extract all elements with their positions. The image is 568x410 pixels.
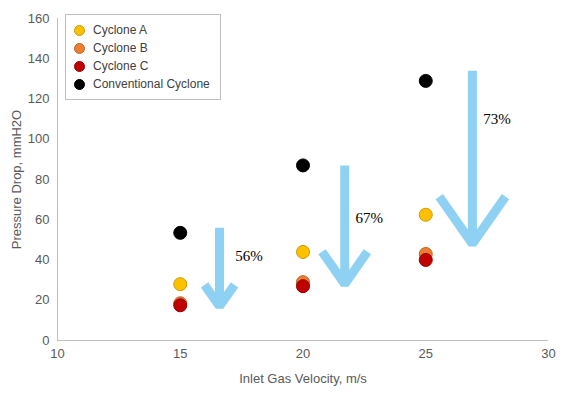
svg-text:0: 0 [42, 333, 49, 348]
svg-text:40: 40 [35, 252, 49, 267]
svg-text:Inlet Gas Velocity, m/s: Inlet Gas Velocity, m/s [239, 371, 367, 386]
svg-text:25: 25 [419, 346, 433, 361]
svg-text:60: 60 [35, 212, 49, 227]
html-text:Cyclone B: Cyclone B [93, 41, 148, 55]
html-text:Cyclone C: Cyclone C [93, 59, 149, 73]
svg-text:67%: 67% [356, 210, 384, 226]
svg-text:20: 20 [35, 292, 49, 307]
html-text:Cyclone A: Cyclone A [93, 23, 147, 37]
svg-text:73%: 73% [483, 111, 511, 127]
svg-text:140: 140 [28, 51, 50, 66]
svg-text:15: 15 [173, 346, 187, 361]
svg-text:80: 80 [35, 172, 49, 187]
svg-text:10: 10 [50, 346, 64, 361]
svg-text:160: 160 [28, 11, 50, 26]
svg-text:120: 120 [28, 91, 50, 106]
svg-text:20: 20 [296, 346, 310, 361]
svg-text:Pressure Drop, mmH2O: Pressure Drop, mmH2O [9, 110, 24, 249]
svg-text:56%: 56% [235, 248, 262, 264]
svg-text:30: 30 [541, 346, 555, 361]
html-text:Conventional Cyclone: Conventional Cyclone [93, 77, 210, 91]
svg-text:100: 100 [28, 131, 50, 146]
